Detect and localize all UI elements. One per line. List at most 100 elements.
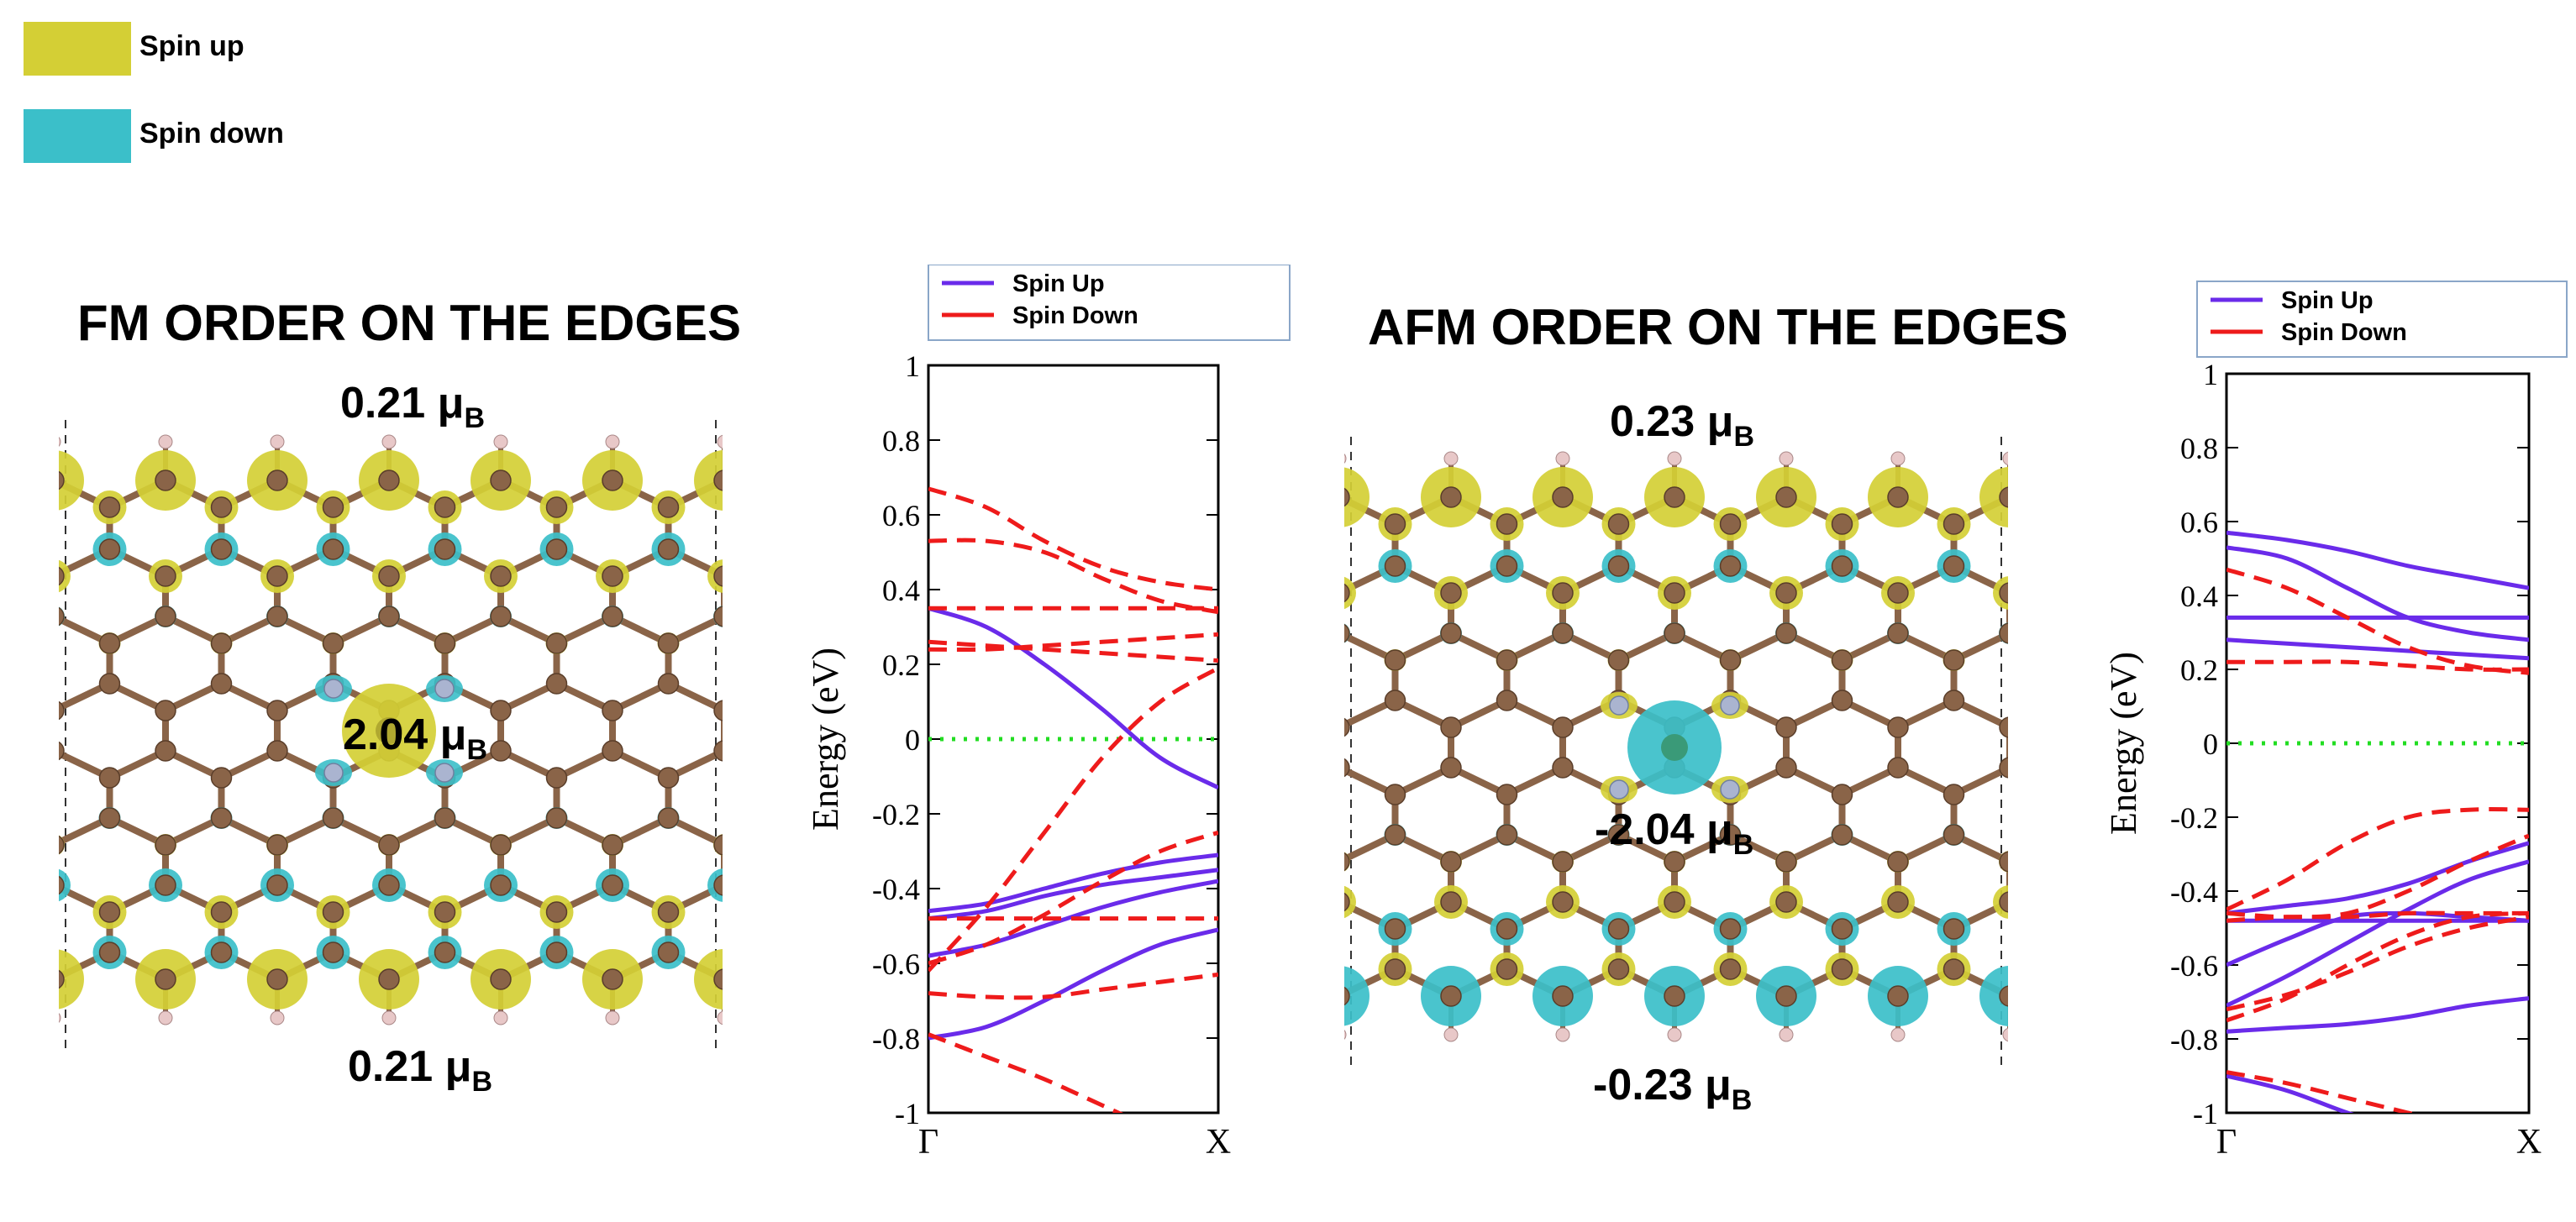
carbon-atom	[1552, 757, 1574, 779]
carbon-atom	[210, 901, 233, 923]
x-tick-label: X	[2516, 1123, 2542, 1162]
carbon-atom	[713, 834, 723, 856]
spin-density	[1344, 966, 1369, 1026]
carbon-atom	[1607, 649, 1630, 671]
carbon-atom	[1831, 649, 1853, 671]
carbon-atom	[155, 874, 176, 896]
legend-entry: Spin Down	[2281, 319, 2407, 346]
spin-down-band	[928, 632, 1218, 653]
hydrogen-atom	[1667, 451, 1682, 466]
carbon-atom	[1440, 757, 1462, 779]
carbon-atom	[378, 606, 400, 627]
legend-entry: Spin Up	[1012, 270, 1105, 297]
fm-center-moment: 2.04 μB	[343, 711, 488, 766]
plot-legend-box	[2196, 281, 2568, 358]
carbon-atom	[545, 807, 568, 829]
y-tick-label: -1	[895, 1097, 920, 1130]
spin-down-band	[928, 639, 1218, 663]
carbon-atom	[1344, 623, 1350, 643]
carbon-atom	[1887, 486, 1909, 508]
carbon-atom	[98, 632, 121, 654]
x-tick-label: Γ	[918, 1123, 938, 1162]
carbon-atom	[210, 673, 233, 695]
carbon-atom	[1664, 851, 1685, 873]
carbon-atom	[545, 673, 568, 695]
spin-up-band	[2226, 545, 2529, 642]
spin-down-band	[928, 666, 1218, 973]
carbon-atom	[1999, 622, 2008, 644]
carbon-atom	[1496, 690, 1518, 711]
x-tick-label: Γ	[2216, 1123, 2237, 1162]
carbon-atom	[1384, 824, 1406, 846]
carbon-atom	[490, 565, 512, 587]
carbon-atom	[1552, 486, 1574, 508]
spin-up-band	[2226, 996, 2529, 1034]
hydrogen-atom	[270, 434, 285, 449]
carbon-atom	[1552, 622, 1574, 644]
carbon-atom	[1344, 758, 1350, 778]
carbon-atom	[1664, 891, 1685, 913]
carbon-atom	[266, 740, 288, 762]
carbon-atom	[322, 632, 344, 654]
carbon-atom	[1943, 824, 1965, 846]
hydrogen-atom	[158, 1010, 173, 1025]
carbon-atom	[1999, 716, 2008, 738]
spin-density	[1344, 885, 1356, 919]
carbon-atom	[1943, 918, 1965, 940]
carbon-atom	[1344, 487, 1350, 507]
nitrogen-atom	[1609, 695, 1629, 716]
carbon-atom	[713, 565, 723, 587]
fm-structure	[59, 420, 723, 1050]
carbon-atom	[378, 834, 400, 856]
y-tick-label: -0.2	[2170, 801, 2218, 835]
y-tick-label: 1	[2203, 358, 2218, 391]
carbon-atom	[1999, 891, 2008, 913]
carbon-atom	[1440, 891, 1462, 913]
carbon-atom	[1831, 784, 1853, 805]
carbon-atom	[657, 496, 680, 518]
carbon-atom	[59, 741, 65, 761]
carbon-atom	[1943, 784, 1965, 805]
carbon-atom	[545, 538, 568, 560]
carbon-atom	[657, 807, 680, 829]
spin-down-band	[2226, 910, 2529, 923]
carbon-atom	[1440, 582, 1462, 604]
y-tick-label: 1	[905, 349, 920, 383]
carbon-atom	[1887, 757, 1909, 779]
y-tick-label: 0.6	[2180, 506, 2218, 539]
carbon-atom	[266, 700, 288, 721]
spin-density	[59, 868, 71, 902]
central-metal-atom	[1661, 734, 1688, 761]
spin-down-legend-label: Spin down	[139, 118, 284, 149]
y-tick-label: -0.6	[2170, 949, 2218, 983]
carbon-atom	[98, 941, 121, 963]
carbon-atom	[1496, 918, 1518, 940]
hydrogen-atom	[1443, 451, 1459, 466]
carbon-atom	[490, 834, 512, 856]
carbon-atom	[1943, 513, 1965, 535]
y-tick-label: -1	[2193, 1097, 2218, 1130]
spin-density	[1979, 966, 2008, 1026]
fm-title: FM ORDER ON THE EDGES	[77, 295, 742, 351]
spin-density	[59, 559, 71, 593]
carbon-atom	[1831, 555, 1853, 577]
spin-down-band	[928, 830, 1218, 966]
carbon-atom	[1775, 985, 1797, 1007]
afm-band-plot: Spin Up Spin Down 1 0.8 0.6 0.4 0.2 0 -0.2 -0.4 -0…	[2103, 281, 2568, 1162]
carbon-atom	[490, 606, 512, 627]
carbon-atom	[1887, 582, 1909, 604]
carbon-atom	[98, 673, 121, 695]
carbon-atom	[434, 538, 456, 560]
carbon-atom	[1719, 958, 1742, 980]
carbon-atom	[657, 941, 680, 963]
carbon-atom	[210, 496, 233, 518]
carbon-atom	[1943, 649, 1965, 671]
carbon-atom	[155, 469, 176, 491]
spin-density	[1344, 576, 1356, 610]
spin-down-band	[2226, 807, 2529, 912]
y-tick-label: 0.4	[882, 574, 920, 607]
afm-structure	[1344, 437, 2008, 1067]
afm-center-moment: -2.04 μB	[1595, 805, 1754, 861]
plot-area	[928, 486, 1218, 1113]
x-tick-label: X	[1206, 1123, 1231, 1162]
